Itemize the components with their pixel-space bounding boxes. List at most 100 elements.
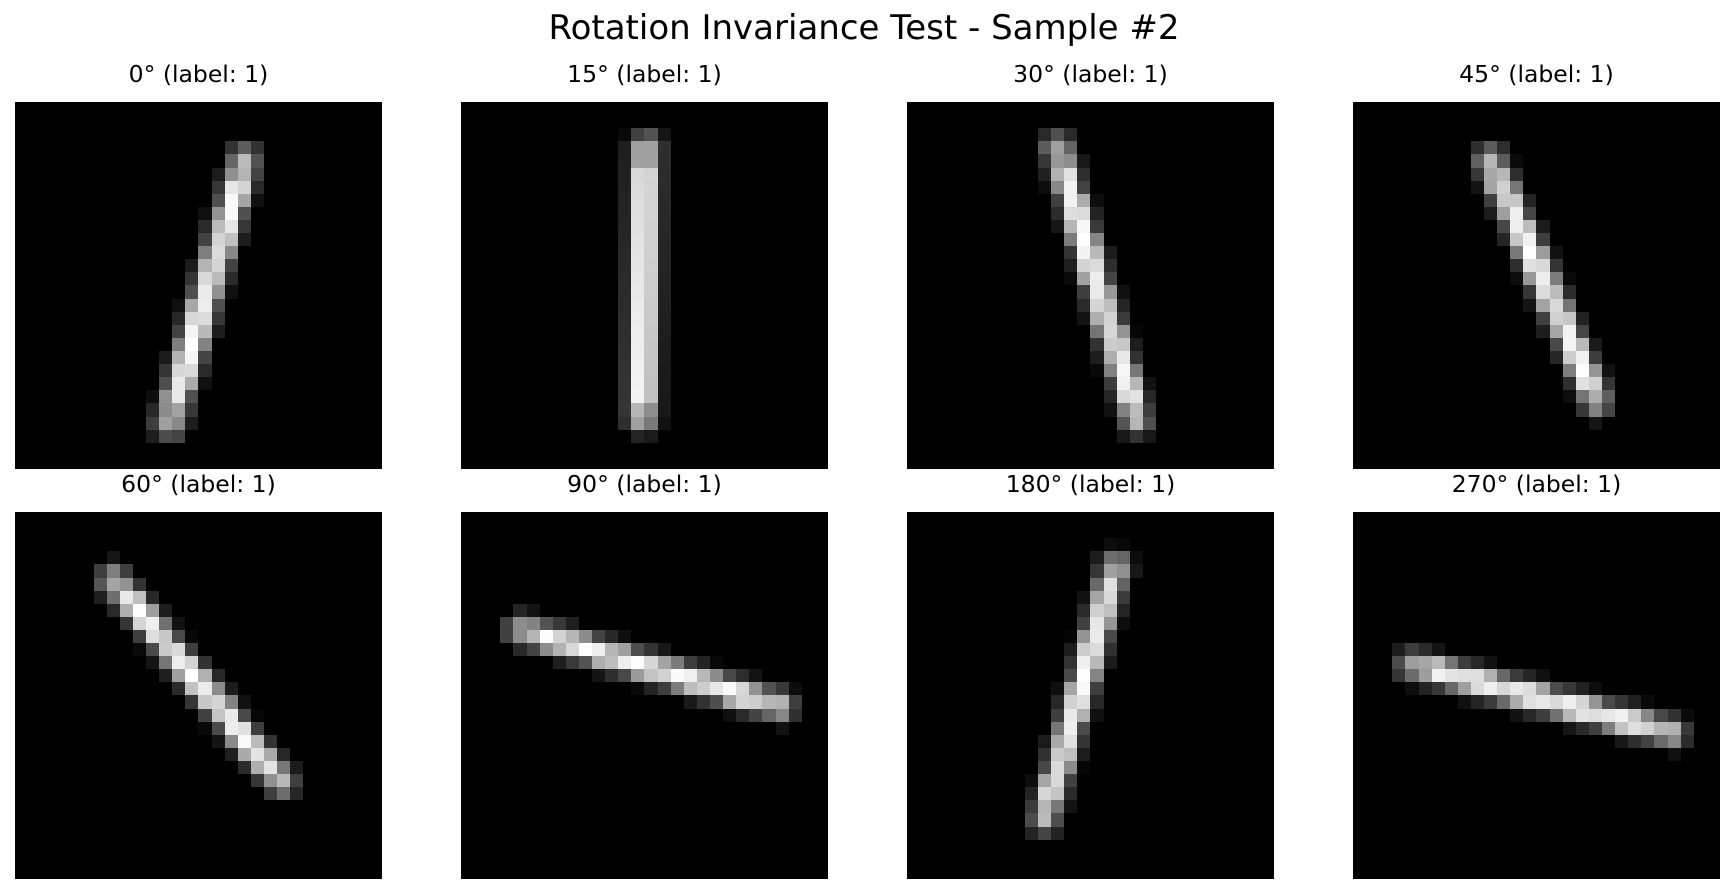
digit-pixel bbox=[1536, 443, 1549, 456]
digit-pixel bbox=[1602, 338, 1615, 351]
digit-pixel bbox=[802, 128, 815, 141]
digit-pixel bbox=[107, 181, 120, 194]
digit-pixel bbox=[1116, 324, 1130, 338]
digit-pixel bbox=[133, 377, 146, 390]
digit-pixel bbox=[959, 512, 972, 525]
digit-pixel bbox=[657, 180, 671, 194]
digit-pixel bbox=[973, 564, 986, 577]
digit-pixel bbox=[1208, 207, 1221, 220]
digit-pixel bbox=[540, 154, 553, 167]
digit-pixel bbox=[1432, 272, 1445, 285]
digit-pixel bbox=[461, 325, 474, 338]
digit-pixel bbox=[697, 207, 710, 220]
digit-pixel bbox=[527, 325, 540, 338]
digit-pixel bbox=[658, 866, 671, 879]
digit-pixel bbox=[815, 443, 828, 456]
digit-pixel bbox=[513, 272, 526, 285]
digit-pixel bbox=[513, 456, 526, 469]
digit-pixel bbox=[1628, 115, 1641, 128]
digit-pixel bbox=[107, 272, 120, 285]
digit-pixel bbox=[1025, 246, 1038, 259]
digit-pixel bbox=[710, 761, 723, 774]
digit-pixel bbox=[684, 538, 697, 551]
digit-pixel bbox=[146, 325, 159, 338]
digit-pixel bbox=[133, 551, 146, 564]
digit-pixel bbox=[212, 364, 225, 377]
digit-pixel bbox=[172, 403, 186, 417]
digit-pixel bbox=[1012, 364, 1025, 377]
digit-pixel bbox=[330, 141, 343, 154]
digit-pixel bbox=[1248, 181, 1261, 194]
digit-pixel bbox=[657, 669, 671, 683]
digit-pixel bbox=[487, 564, 500, 577]
digit-pixel bbox=[1169, 351, 1182, 364]
digit-pixel bbox=[527, 168, 540, 181]
digit-pixel bbox=[1261, 591, 1274, 604]
digit-pixel bbox=[277, 128, 290, 141]
digit-pixel bbox=[500, 722, 513, 735]
digit-pixel bbox=[776, 168, 789, 181]
digit-pixel bbox=[762, 604, 775, 617]
digit-pixel bbox=[1116, 551, 1130, 565]
digit-pixel bbox=[1419, 233, 1432, 246]
digit-pixel bbox=[1654, 141, 1667, 154]
digit-pixel bbox=[198, 102, 211, 115]
digit-pixel bbox=[172, 181, 185, 194]
digit-pixel bbox=[461, 115, 474, 128]
digit-pixel bbox=[41, 181, 54, 194]
digit-pixel bbox=[133, 338, 146, 351]
digit-pixel bbox=[1484, 167, 1498, 181]
digit-pixel bbox=[185, 141, 198, 154]
digit-pixel bbox=[1025, 194, 1038, 207]
digit-pixel bbox=[1038, 167, 1052, 181]
digit-pixel bbox=[500, 417, 513, 430]
digit-pixel bbox=[277, 207, 290, 220]
digit-pixel bbox=[290, 417, 303, 430]
digit-pixel bbox=[461, 630, 474, 643]
digit-pixel bbox=[41, 695, 54, 708]
digit-pixel bbox=[1654, 168, 1667, 181]
digit-pixel bbox=[159, 194, 172, 207]
digit-pixel bbox=[133, 735, 146, 748]
digit-pixel bbox=[973, 115, 986, 128]
digit-pixel bbox=[28, 800, 41, 813]
digit-pixel bbox=[1681, 299, 1694, 312]
digit-pixel bbox=[723, 813, 736, 826]
digit-pixel bbox=[461, 748, 474, 761]
digit-pixel bbox=[789, 722, 802, 735]
digit-pixel bbox=[1379, 220, 1392, 233]
digit-pixel bbox=[1602, 443, 1615, 456]
digit-pixel bbox=[107, 154, 120, 167]
digit-pixel bbox=[1235, 115, 1248, 128]
digit-pixel bbox=[264, 669, 277, 682]
digit-pixel bbox=[461, 669, 474, 682]
digit-pixel bbox=[618, 761, 631, 774]
digit-pixel bbox=[487, 102, 500, 115]
digit-pixel bbox=[1195, 591, 1208, 604]
digit-pixel bbox=[54, 299, 67, 312]
digit-pixel bbox=[330, 578, 343, 591]
digit-pixel bbox=[1641, 390, 1654, 403]
digit-pixel bbox=[330, 643, 343, 656]
digit-pixel bbox=[1694, 456, 1707, 469]
digit-pixel bbox=[1458, 181, 1471, 194]
digit-pixel bbox=[1405, 417, 1418, 430]
digit-pixel bbox=[1051, 578, 1064, 591]
digit-pixel bbox=[1077, 219, 1091, 234]
digit-pixel bbox=[1130, 194, 1143, 207]
digit-pixel bbox=[762, 735, 775, 748]
digit-pixel bbox=[1222, 564, 1235, 577]
digit-pixel bbox=[1550, 128, 1563, 141]
digit-pixel bbox=[1562, 351, 1576, 365]
digit-pixel bbox=[1694, 115, 1707, 128]
digit-pixel bbox=[1602, 141, 1615, 154]
digit-pixel bbox=[356, 299, 369, 312]
digit-pixel bbox=[120, 840, 133, 853]
digit-pixel bbox=[1235, 168, 1248, 181]
digit-pixel bbox=[1471, 364, 1484, 377]
digit-pixel bbox=[1470, 154, 1485, 168]
digit-pixel bbox=[684, 551, 697, 564]
digit-pixel bbox=[723, 285, 736, 298]
digit-pixel bbox=[644, 102, 657, 115]
digit-pixel bbox=[1077, 338, 1090, 351]
